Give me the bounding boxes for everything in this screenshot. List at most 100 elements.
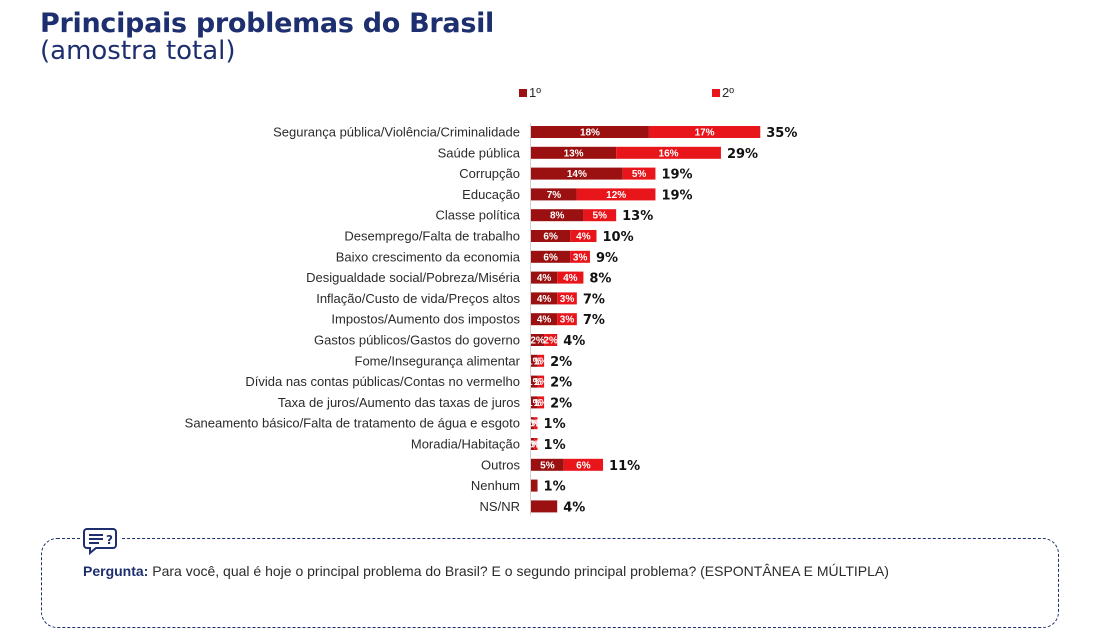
- bar-total-label: 7%: [583, 292, 605, 307]
- bar-segment-2nd: [583, 209, 617, 222]
- bar-value-label-1st: 0%: [525, 419, 540, 430]
- category-label: Saneamento básico/Falta de tratamento de…: [185, 416, 520, 431]
- category-label: Baixo crescimento da economia: [336, 249, 521, 264]
- bar-segment-1st: [531, 146, 617, 159]
- legend-swatch-first: [519, 89, 527, 97]
- bar-total-label: 9%: [596, 251, 618, 266]
- question-body: Para você, qual é hoje o principal probl…: [148, 563, 889, 579]
- bar-value-label-1st: 1%: [527, 377, 542, 388]
- bar-total-label: 19%: [661, 168, 692, 183]
- bar-segment-1st: [531, 250, 571, 263]
- category-label: Gastos públicos/Gastos do governo: [314, 333, 520, 348]
- bar-total-label: 8%: [589, 272, 611, 287]
- bar-total-label: 1%: [544, 438, 566, 453]
- bar-segment-1st: [531, 354, 538, 367]
- bar-segment-1st: [531, 292, 558, 305]
- bar-segment-1st: [531, 438, 535, 450]
- legend-label-first: 1º: [529, 85, 541, 100]
- bar-value-label-1st: 4%: [537, 315, 552, 326]
- bar-segment-1st: [531, 458, 564, 471]
- bar-value-label-1st: 0%: [525, 440, 540, 451]
- bar-value-label-1st: 6%: [543, 252, 558, 263]
- category-label: Moradia/Habitação: [411, 437, 520, 452]
- bar-segment-1st: [531, 230, 571, 242]
- bar-segment-2nd: [544, 334, 558, 346]
- bar-total-label: 19%: [661, 188, 692, 203]
- bar-segment-1st: [531, 500, 558, 513]
- bar-segment-2nd: [563, 458, 604, 471]
- bar-value-label-1st: 5%: [540, 460, 555, 471]
- legend-swatch-second: [712, 89, 720, 97]
- bar-value-label-1st: 13%: [564, 148, 584, 159]
- bar-total-label: 11%: [609, 459, 640, 474]
- bar-value-label-2nd: 1%: [534, 377, 549, 388]
- bar-segment-2nd: [534, 438, 538, 450]
- category-label: Educação: [462, 187, 520, 202]
- bar-value-label-1st: 6%: [543, 232, 558, 243]
- svg-text:?: ?: [106, 533, 113, 547]
- category-label: Segurança pública/Violência/Criminalidad…: [273, 125, 520, 140]
- category-label: Corrupção: [459, 166, 520, 181]
- question-label: Pergunta:: [83, 563, 149, 579]
- bar-value-label-1st: 2%: [530, 336, 545, 347]
- question-text: Pergunta: Para você, qual é hoje o princ…: [83, 563, 889, 579]
- bar-segment-1st: [531, 334, 545, 346]
- category-label: Impostos/Aumento dos impostos: [331, 312, 520, 327]
- bar-total-label: 4%: [563, 334, 585, 349]
- bar-segment-1st: [531, 271, 558, 284]
- question-chat-icon: ?: [82, 526, 120, 556]
- bar-total-label: 2%: [550, 376, 572, 391]
- bar-segment-1st: [531, 375, 538, 388]
- bar-segment-1st: [531, 479, 538, 492]
- bar-value-label-1st: 8%: [550, 211, 565, 222]
- bar-segment-2nd: [537, 375, 545, 388]
- bar-segment-1st: [531, 167, 623, 180]
- bar-value-label-2nd: 16%: [659, 148, 679, 159]
- bar-value-label-2nd: 2%: [543, 336, 558, 347]
- bar-total-label: 1%: [544, 417, 566, 432]
- bar-value-label-2nd: 12%: [606, 190, 626, 201]
- bar-segment-1st: [531, 209, 584, 222]
- bar-total-label: 10%: [603, 230, 634, 245]
- bar-value-label-1st: 18%: [580, 128, 600, 139]
- bar-value-label-2nd: 0%: [529, 440, 544, 451]
- bar-value-label-1st: 14%: [567, 169, 587, 180]
- bar-segment-2nd: [648, 126, 761, 138]
- chart-title: Principais problemas do Brasil: [40, 8, 494, 39]
- bar-total-label: 1%: [544, 480, 566, 495]
- bar-value-label-1st: 1%: [527, 356, 542, 367]
- bar-total-label: 35%: [766, 126, 797, 141]
- bar-value-label-2nd: 4%: [576, 232, 591, 243]
- bar-value-label-2nd: 1%: [534, 356, 549, 367]
- bar-segment-2nd: [576, 188, 656, 201]
- bar-value-label-1st: 4%: [537, 273, 552, 284]
- category-label: Desigualdade social/Pobreza/Miséria: [306, 270, 521, 285]
- bar-value-label-1st: 4%: [537, 294, 552, 305]
- category-label: Inflação/Custo de vida/Preços altos: [316, 291, 520, 306]
- bar-segment-2nd: [537, 354, 545, 367]
- category-label: Classe política: [435, 208, 520, 223]
- bar-segment-2nd: [557, 313, 577, 326]
- bar-total-label: 2%: [550, 396, 572, 411]
- bar-value-label-2nd: 4%: [563, 273, 578, 284]
- bar-value-label-1st: 1%: [527, 398, 542, 409]
- bar-value-label-2nd: 1%: [534, 398, 549, 409]
- question-box: [41, 538, 1059, 628]
- category-label: Dívida nas contas públicas/Contas no ver…: [245, 374, 520, 389]
- legend-label-second: 2º: [722, 85, 734, 100]
- bar-segment-1st: [531, 417, 535, 430]
- category-label: Taxa de juros/Aumento das taxas de juros: [278, 395, 521, 410]
- bar-segment-2nd: [537, 396, 545, 409]
- bar-total-label: 13%: [622, 209, 653, 224]
- bar-value-label-2nd: 5%: [632, 169, 647, 180]
- chart-subtitle: (amostra total): [40, 36, 236, 66]
- bar-value-label-2nd: 3%: [560, 315, 575, 326]
- bar-value-label-2nd: 0%: [529, 419, 544, 430]
- bar-segment-1st: [531, 313, 558, 326]
- category-label: Desemprego/Falta de trabalho: [344, 229, 520, 244]
- bar-total-label: 29%: [727, 147, 758, 162]
- bar-value-label-2nd: 6%: [576, 460, 591, 471]
- category-label: Saúde pública: [438, 145, 521, 160]
- bar-total-label: 7%: [583, 313, 605, 328]
- bar-total-label: 2%: [550, 355, 572, 370]
